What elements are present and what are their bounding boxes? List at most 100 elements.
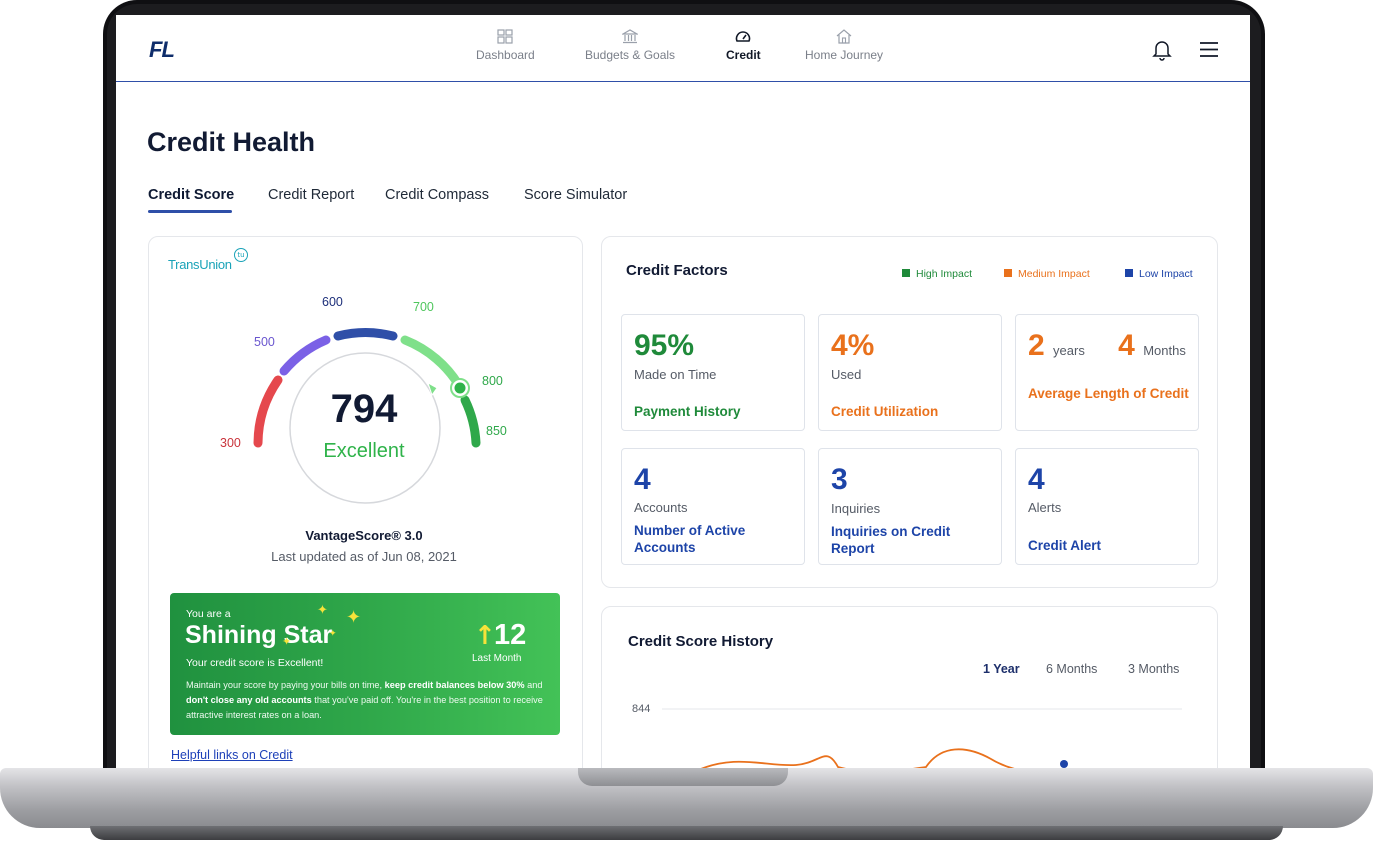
star-advice-emphasis: keep credit balances below 30% [384, 680, 525, 690]
star-subtitle: Your credit score is Excellent! [186, 657, 324, 669]
star-pretitle: You are a [186, 608, 231, 620]
factor-name: Inquiries on Credit Report [831, 524, 951, 556]
credit-score-value: 794 [330, 387, 398, 431]
gauge-tick-600: 600 [322, 295, 343, 309]
factor-months-unit: Months [1143, 343, 1186, 358]
legend-label: High Impact [916, 268, 973, 280]
gauge-tick-500: 500 [254, 335, 275, 349]
gauge-tick-850: 850 [486, 424, 507, 438]
star-advice-part: and [524, 680, 543, 690]
laptop-base-foot [90, 826, 1283, 840]
credit-score-gauge [253, 328, 481, 504]
factor-value: 4 [634, 463, 651, 496]
gauge-tick-700: 700 [413, 300, 434, 314]
legend-high-impact: High Impact [902, 268, 972, 280]
sparkle-icon: ✦ [282, 635, 292, 648]
laptop-notch [578, 768, 788, 786]
dashboard-icon [497, 29, 513, 44]
factor-value: 4 [1028, 463, 1045, 496]
sparkle-icon: ✦ [317, 603, 328, 618]
score-change-label: Last Month [472, 653, 522, 664]
tab-credit-report[interactable]: Credit Report [268, 187, 355, 203]
nav-dashboard[interactable]: Dashboard [476, 29, 535, 62]
tab-credit-compass[interactable]: Credit Compass [385, 187, 489, 203]
factor-name: Number of Active Accounts [634, 523, 746, 555]
legend-swatch [902, 269, 910, 277]
factor-description: Made on Time [634, 367, 717, 382]
home-icon [836, 29, 852, 44]
factor-value: 3 [831, 463, 848, 496]
legend-low-impact: Low Impact [1125, 268, 1193, 280]
star-title: Shining Star [185, 621, 333, 649]
speedometer-icon [736, 31, 751, 42]
factor-inquiries[interactable]: 3 Inquiries Inquiries on Credit Report [818, 448, 1002, 565]
legend-medium-impact: Medium Impact [1004, 268, 1090, 280]
menu-icon[interactable] [1200, 42, 1218, 57]
nav-budgets-goals-label: Budgets & Goals [585, 48, 676, 62]
factor-description: Alerts [1028, 500, 1062, 515]
factor-value: 95% [634, 329, 695, 362]
star-advice-text: Maintain your score by paying your bills… [186, 678, 546, 723]
gauge-segment-600-700 [333, 328, 398, 341]
gauge-current-marker-dot [454, 382, 466, 394]
sparkle-icon: ✦ [329, 629, 337, 639]
legend-label: Medium Impact [1018, 268, 1090, 280]
range-3-months[interactable]: 3 Months [1128, 662, 1180, 676]
legend-label: Low Impact [1139, 268, 1193, 280]
legend-swatch [1004, 269, 1012, 277]
factor-active-accounts[interactable]: 4 Accounts Number of Active Accounts [621, 448, 805, 565]
transunion-logo: TransUnion [168, 257, 232, 272]
app-logo[interactable]: FL [149, 37, 175, 62]
range-6-months[interactable]: 6 Months [1046, 662, 1098, 676]
credit-score-rating: Excellent [323, 440, 405, 462]
factor-name: Credit Utilization [831, 404, 939, 419]
nav-home-journey[interactable]: Home Journey [805, 29, 883, 62]
factor-description: Inquiries [831, 501, 881, 516]
score-change-value: 12 [494, 619, 527, 651]
gauge-segment-500-600 [279, 335, 331, 376]
tab-credit-score[interactable]: Credit Score [148, 187, 235, 203]
helpful-links-credit[interactable]: Helpful links on Credit [171, 748, 293, 762]
tab-score-simulator[interactable]: Score Simulator [524, 187, 628, 203]
transunion-badge: tu [234, 248, 248, 262]
legend-swatch [1125, 269, 1133, 277]
factor-credit-utilization[interactable]: 4% Used Credit Utilization [818, 314, 1002, 431]
bell-icon[interactable] [1152, 39, 1172, 61]
factor-months-value: 4 [1118, 329, 1135, 362]
nav-credit[interactable]: Credit [726, 29, 761, 62]
credit-score-history-title: Credit Score History [628, 633, 774, 650]
factor-value: 4% [831, 329, 875, 362]
active-tab-indicator [148, 210, 232, 213]
score-last-updated: Last updated as of Jun 08, 2021 [271, 549, 457, 564]
factor-description: Used [831, 367, 862, 382]
factor-payment-history[interactable]: 95% Made on Time Payment History [621, 314, 805, 431]
factor-name: Payment History [634, 404, 741, 419]
app-screen: FL Dashboard Budgets & Goals Credit Home… [116, 15, 1250, 768]
factor-years-value: 2 [1028, 329, 1045, 362]
star-advice-part: Maintain your score by paying your bills… [186, 680, 385, 690]
bank-icon [622, 29, 639, 44]
nav-budgets-goals[interactable]: Budgets & Goals [585, 29, 675, 62]
history-y-axis-max: 844 [632, 703, 651, 715]
star-advice-emphasis: don't close any old accounts [186, 695, 312, 705]
history-current-point[interactable] [1060, 760, 1068, 768]
gauge-inner-circle [289, 352, 441, 504]
factor-credit-alert[interactable]: 4 Alerts Credit Alert [1015, 448, 1199, 565]
arrow-up-icon: ↑ [474, 621, 496, 651]
score-model-name: VantageScore® 3.0 [305, 528, 423, 543]
history-line-chart [662, 708, 1182, 768]
page-title: Credit Health [147, 127, 316, 157]
gauge-segment-800-850 [460, 395, 481, 448]
gauge-segment-300-500 [253, 375, 283, 448]
nav-credit-label: Credit [726, 48, 761, 62]
sparkle-icon: ✦ [346, 607, 362, 628]
range-1-year[interactable]: 1 Year [983, 662, 1020, 676]
credit-factors-title: Credit Factors [626, 262, 728, 279]
star-advice-part: that you've paid off. You're in the best… [186, 695, 543, 720]
gauge-tick-300: 300 [220, 436, 241, 450]
factor-average-length-of-credit[interactable]: 2 years 4 Months Average Length of Credi… [1015, 314, 1199, 431]
factor-description: Accounts [634, 500, 688, 515]
gauge-tick-800: 800 [482, 374, 503, 388]
shining-star-banner: You are a Shining Star ✦ ✦ ✦ ✦ Your cred… [170, 593, 560, 735]
credit-score-history-card [601, 606, 1218, 768]
